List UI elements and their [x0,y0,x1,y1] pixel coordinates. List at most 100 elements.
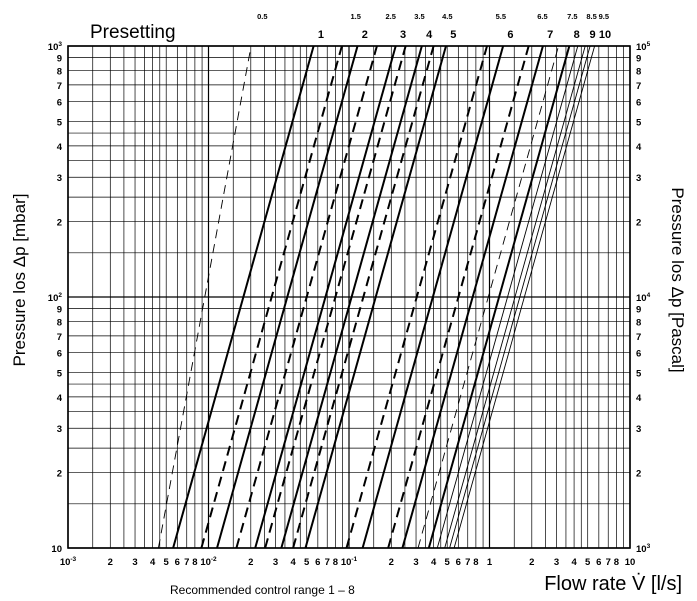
y-tick-label-right: 9 [636,304,641,315]
y-tick-label-left: 103 [48,41,63,53]
x-tick-label: 5 [164,557,170,568]
x-tick-label: 7 [325,557,330,568]
y-tick-label-right: 2 [636,468,641,479]
y-tick-label-left: 4 [57,142,63,153]
curve-presetting-6-5 [387,45,530,549]
curve-label: 3.5 [414,12,424,21]
chart-title: Presetting [90,22,176,43]
x-tick-label: 7 [465,557,470,568]
y-tick-label-right: 7 [636,332,641,343]
curve-label: 8 [574,29,580,41]
curve-label: 3 [400,29,406,41]
curve-presetting-9-5 [449,45,591,549]
y-tick-label-left: 102 [48,292,63,304]
x-tick-label: 8 [333,557,338,568]
y-tick-label-left: 8 [57,66,62,77]
y-tick-label-right: 5 [636,118,642,129]
x-tick-label: 3 [413,557,418,568]
x-tick-label: 2 [389,557,394,568]
x-tick-label: 10-3 [60,556,77,568]
y-tick-label-right: 105 [636,41,651,53]
curve-label: 0.5 [257,12,267,21]
x-tick-label: 10-1 [341,556,358,568]
curve-presetting-6 [361,45,505,549]
curve-label: 5 [450,29,456,41]
x-tick-label: 1 [487,557,493,568]
y-tick-label-right: 3 [636,173,641,184]
x-tick-label: 7 [184,557,189,568]
curve-label: 8.5 [586,12,596,21]
y-tick-label-right: 9 [636,53,641,64]
y-tick-label-left: 7 [57,332,62,343]
curve-labels: 0.5 1 1.52 2.5 3 3.54 4.5 5 5.56 6.57 7.5 8 8.5 9 9.5 1… [257,12,611,41]
curve-presetting-10 [453,45,596,549]
curve-label: 9.5 [599,12,609,21]
y-tick-label-left: 3 [57,173,62,184]
x-tick-label: 3 [554,557,559,568]
x-tick-label: 2 [529,557,534,568]
curve-label: 4 [426,29,433,41]
curve-presetting-8 [427,45,571,549]
y-tick-label-left: 7 [57,81,62,92]
y-tick-label-right: 3 [636,424,641,435]
curves [157,45,596,549]
curve-presetting-4 [280,45,423,549]
curve-presetting-5-5 [345,45,488,549]
x-tick-label: 8 [473,557,478,568]
x-tick-label: 4 [431,557,437,568]
curve-label: 6.5 [537,12,547,21]
curve-label: 4.5 [442,12,452,21]
curve-label: 1 [318,29,324,41]
y-tick-label-right: 104 [636,292,651,304]
plot-frame [67,45,631,549]
curve-presetting-1-5 [200,45,343,549]
y-tick-label-right: 4 [636,393,642,404]
y-tick-label-left: 5 [57,118,63,129]
curve-label: 1.5 [350,12,360,21]
curve-presetting-2 [216,45,359,549]
y-tick-label-right: 2 [636,217,641,228]
x-tick-label: 6 [315,557,320,568]
y-tick-label-left: 9 [57,304,62,315]
curve-presetting-9 [444,45,586,549]
x-tick-label: 5 [304,557,310,568]
y-tick-label-right: 103 [636,543,651,555]
x-tick-label: 8 [614,557,619,568]
x-tick-label: 10 [625,557,636,568]
recommended-range-note: Recommended control range 1 – 8 [170,583,355,597]
x-tick-label: 4 [150,557,156,568]
curve-label: 10 [599,29,611,41]
x-tick-label: 4 [571,557,577,568]
y-tick-label-right: 7 [636,81,641,92]
x-tick-label: 2 [108,557,113,568]
curve-label: 2 [362,29,368,41]
curve-presetting-4-5 [292,45,435,549]
curve-presetting-8-5 [436,45,579,549]
x-axis-label: Flow rate V̇ [l/s] [544,573,682,595]
curve-presetting-3 [254,45,397,549]
y-tick-label-right: 4 [636,142,642,153]
grid [67,45,631,549]
curve-presetting-7 [401,45,544,549]
y-axis-label-left: Pressure los Δp [mbar] [10,194,29,367]
curve-presetting-1 [172,45,315,549]
x-tick-label: 6 [456,557,461,568]
x-tick-label: 6 [175,557,180,568]
curve-label: 9 [589,29,595,41]
y-tick-label-left: 4 [57,393,63,404]
y-tick-label-right: 6 [636,349,641,360]
curve-label: 5.5 [496,12,506,21]
curve-label: 7.5 [567,12,577,21]
curve-label: 7 [547,29,553,41]
curve-presetting-0-5 [157,45,252,549]
y-tick-label-right: 8 [636,66,641,77]
y-tick-label-left: 2 [57,217,62,228]
y-tick-label-left: 10 [51,544,62,555]
curve-presetting-5 [304,45,447,549]
x-tick-label: 5 [445,557,451,568]
y-tick-label-right: 8 [636,317,641,328]
x-tick-label: 3 [273,557,278,568]
x-tick-label: 8 [192,557,197,568]
